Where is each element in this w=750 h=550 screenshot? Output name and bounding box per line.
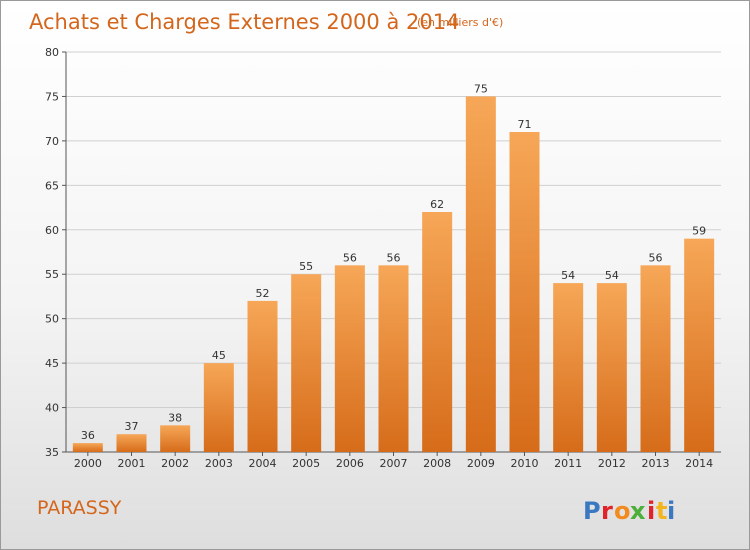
y-tick-label: 75	[45, 90, 59, 103]
data-label: 56	[649, 251, 663, 264]
x-tick-label: 2009	[467, 457, 495, 470]
data-label: 56	[343, 251, 357, 264]
x-tick-label: 2014	[685, 457, 713, 470]
chart-subtitle: (en milliers d'€)	[417, 16, 503, 29]
x-tick-label: 2008	[423, 457, 451, 470]
y-tick-label: 45	[45, 357, 59, 370]
bar	[596, 283, 627, 452]
labels: 35 40 45 50 55 60 65 70 75 80 36 2000 37 2001 38 2002 45…	[45, 46, 713, 470]
bar	[247, 300, 278, 452]
logo-letter: P	[583, 497, 601, 525]
data-label: 52	[256, 287, 270, 300]
x-tick-label: 2003	[205, 457, 233, 470]
data-label: 54	[605, 269, 619, 282]
data-label: 55	[299, 260, 313, 273]
y-tick-label: 80	[45, 46, 59, 59]
logo-letter: r	[601, 497, 613, 525]
bars	[72, 96, 715, 452]
grid-lines	[66, 51, 721, 409]
bar	[553, 283, 584, 452]
data-label: 36	[81, 429, 95, 442]
logo-letter: x	[630, 497, 646, 525]
data-label: 45	[212, 349, 226, 362]
x-tick-label: 2004	[249, 457, 277, 470]
y-tick-label: 55	[45, 268, 59, 281]
x-tick-label: 2002	[161, 457, 189, 470]
y-tick-label: 65	[45, 179, 59, 192]
logo-letter: t	[656, 497, 667, 525]
data-label: 54	[561, 269, 575, 282]
bar	[160, 425, 191, 452]
bar	[684, 238, 715, 452]
bar	[465, 96, 496, 452]
bar	[640, 265, 671, 452]
x-tick-label: 2010	[511, 457, 539, 470]
x-tick-label: 2001	[118, 457, 146, 470]
bar	[378, 265, 409, 452]
data-label: 56	[387, 251, 401, 264]
data-label: 71	[518, 118, 532, 131]
x-tick-label: 2006	[336, 457, 364, 470]
y-tick-label: 35	[45, 446, 59, 459]
chart-title: Achats et Charges Externes 2000 à 2014	[29, 10, 459, 34]
bar	[203, 363, 234, 452]
data-label: 37	[125, 420, 139, 433]
y-tick-label: 50	[45, 313, 59, 326]
data-label: 38	[168, 411, 182, 424]
x-tick-label: 2012	[598, 457, 626, 470]
logo-letter: o	[614, 497, 631, 525]
place-name: PARASSY	[37, 497, 122, 519]
x-tick-label: 2013	[642, 457, 670, 470]
x-tick-label: 2007	[380, 457, 408, 470]
x-tick-label: 2005	[292, 457, 320, 470]
data-label: 62	[430, 198, 444, 211]
y-tick-label: 70	[45, 135, 59, 148]
data-label: 59	[692, 225, 706, 238]
bar	[116, 434, 147, 452]
bar	[334, 265, 365, 452]
bar	[509, 132, 540, 452]
logo-letter: i	[647, 497, 655, 525]
data-label: 75	[474, 82, 488, 95]
x-tick-label: 2011	[554, 457, 582, 470]
y-tick-label: 40	[45, 402, 59, 415]
bar	[422, 212, 453, 452]
x-tick-label: 2000	[74, 457, 102, 470]
logo-letter: i	[667, 497, 675, 525]
y-tick-label: 60	[45, 224, 59, 237]
bar	[72, 443, 103, 452]
bar	[291, 274, 322, 452]
